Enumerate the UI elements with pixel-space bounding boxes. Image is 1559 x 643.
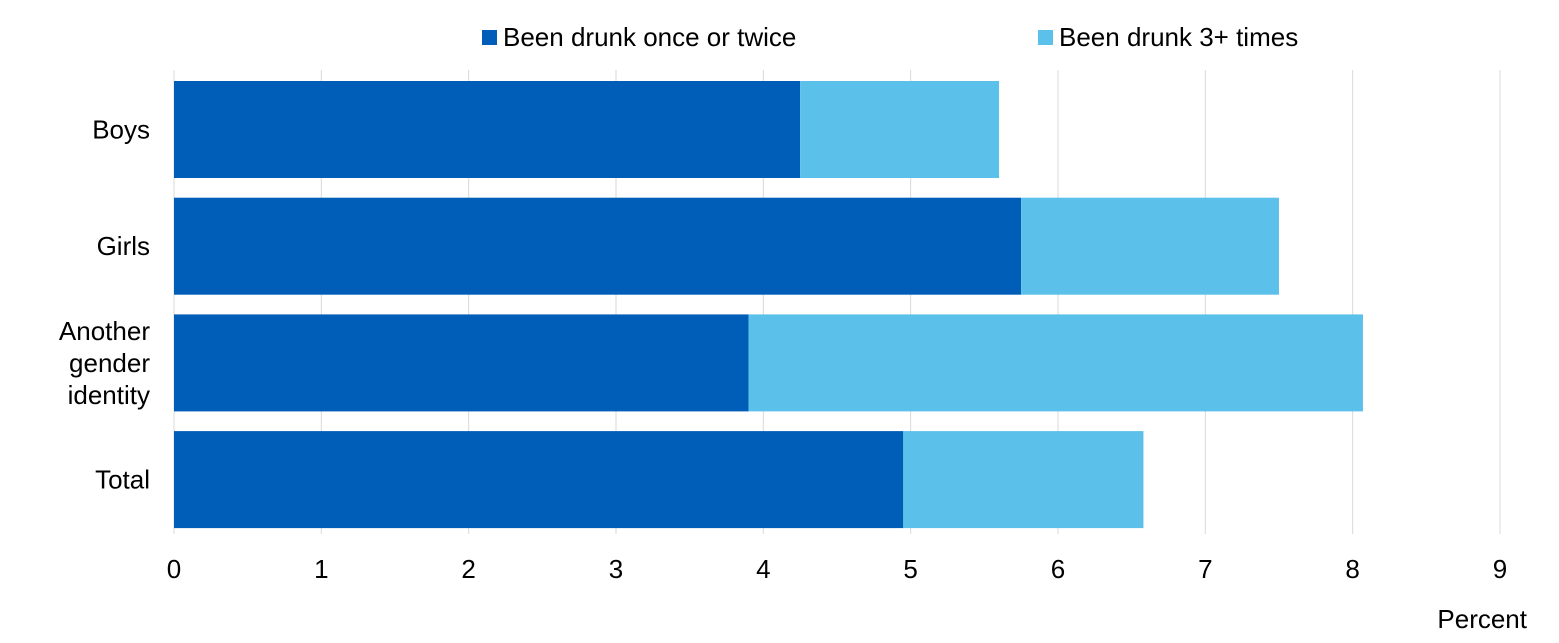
- category-label: Boys: [92, 115, 150, 145]
- category-label: gender: [69, 348, 150, 378]
- legend-item-once-or-twice: Been drunk once or twice: [482, 22, 796, 53]
- x-tick-label: 7: [1198, 554, 1212, 584]
- category-label: Another: [59, 316, 150, 346]
- category-label: Girls: [97, 231, 150, 261]
- x-axis-label: Percent: [1437, 604, 1527, 634]
- legend-item-three-plus: Been drunk 3+ times: [1038, 22, 1298, 53]
- bar-segment: [800, 81, 1000, 178]
- x-tick-label: 8: [1345, 554, 1359, 584]
- bar-segment: [174, 314, 749, 412]
- bar-segment: [1021, 197, 1279, 295]
- legend-label-three-plus: Been drunk 3+ times: [1059, 22, 1299, 52]
- bar-segment: [748, 314, 1363, 412]
- x-tick-label: 2: [461, 554, 475, 584]
- x-tick-label: 1: [314, 554, 328, 584]
- x-tick-label: 0: [167, 554, 181, 584]
- bar-segment: [174, 197, 1022, 295]
- legend: Been drunk once or twice Been drunk 3+ t…: [0, 22, 1559, 58]
- x-tick-labels: 0 1 2 3 4 5 6 7 8 9: [167, 554, 1507, 584]
- category-label: Total: [95, 465, 150, 495]
- x-tick-label: 3: [609, 554, 623, 584]
- bar-segment: [174, 431, 904, 529]
- x-tick-label: 4: [756, 554, 770, 584]
- legend-swatch-three-plus: [1038, 30, 1053, 45]
- x-tick-label: 5: [903, 554, 917, 584]
- legend-label-once-or-twice: Been drunk once or twice: [503, 22, 797, 52]
- bars: [174, 81, 1363, 529]
- x-tick-label: 6: [1051, 554, 1065, 584]
- bar-segment: [903, 431, 1144, 529]
- x-tick-label: 9: [1493, 554, 1507, 584]
- legend-swatch-once-or-twice: [482, 30, 497, 45]
- category-label: identity: [68, 380, 150, 410]
- bar-segment: [174, 81, 801, 178]
